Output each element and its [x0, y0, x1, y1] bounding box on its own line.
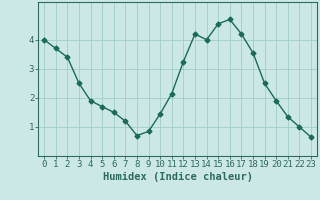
- X-axis label: Humidex (Indice chaleur): Humidex (Indice chaleur): [103, 172, 252, 182]
